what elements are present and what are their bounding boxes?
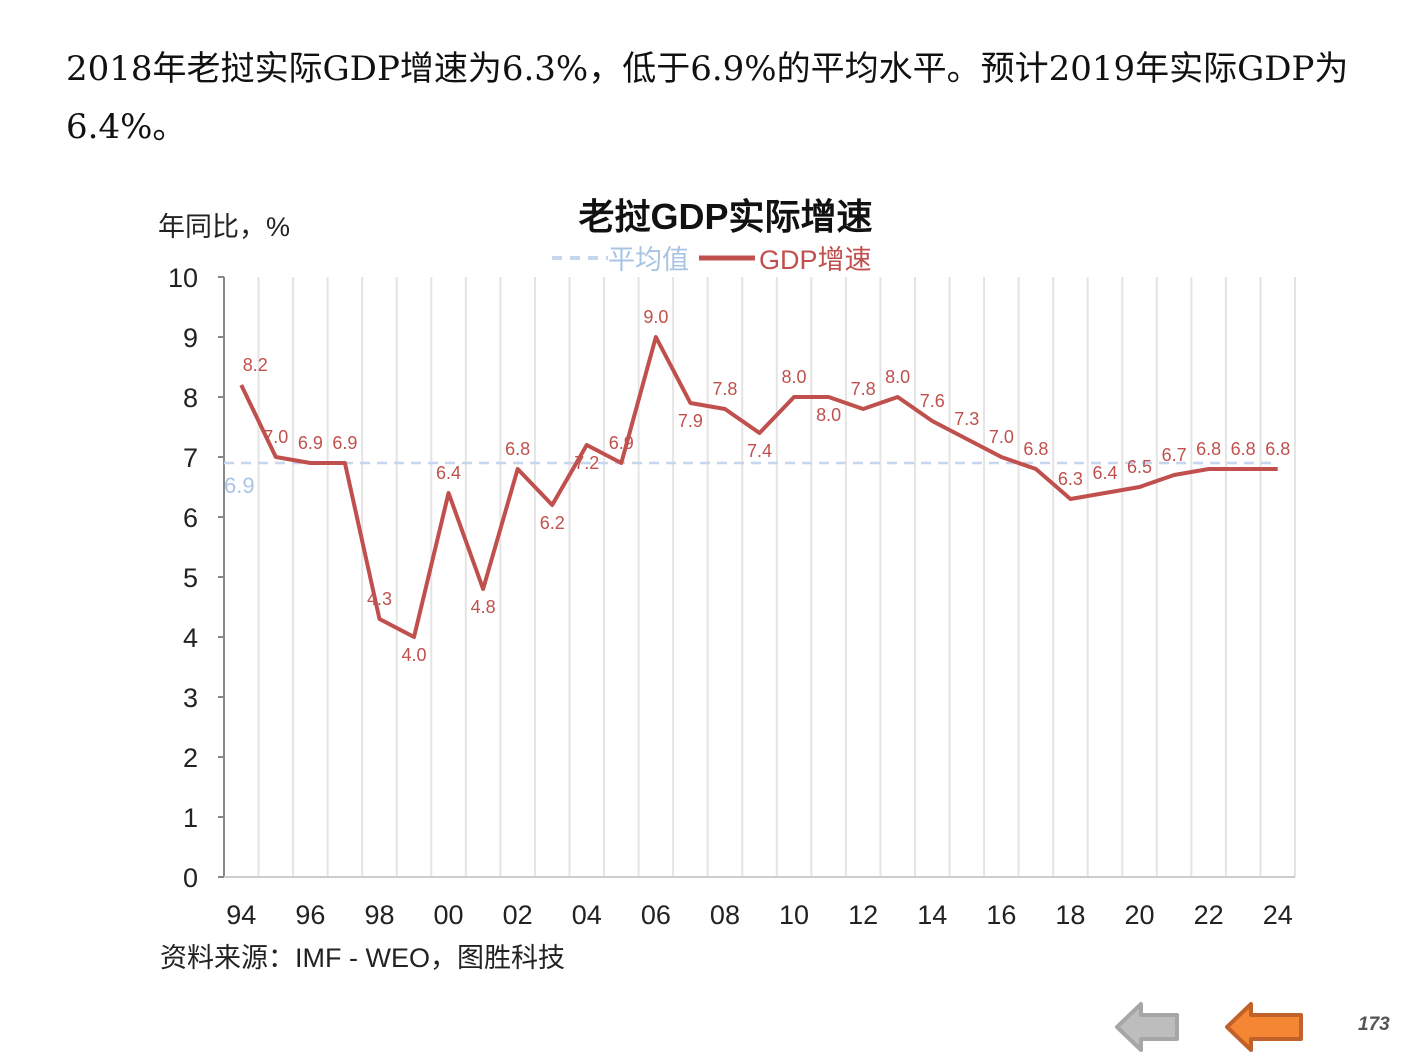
data-label: 9.0 <box>643 307 668 327</box>
legend: 平均值 GDP增速 <box>552 238 872 277</box>
data-label: 4.8 <box>471 597 496 617</box>
x-tick-label: 22 <box>1194 900 1224 930</box>
next-arrow-icon[interactable] <box>1223 998 1307 1056</box>
legend-gdp-label: GDP增速 <box>759 245 872 275</box>
y-tick-label: 7 <box>183 443 198 473</box>
x-tick-label: 12 <box>848 900 878 930</box>
x-tick-label: 96 <box>295 900 325 930</box>
page-number: 173 <box>1358 1014 1390 1035</box>
data-label: 4.0 <box>402 645 427 665</box>
data-label: 6.8 <box>1265 439 1290 459</box>
x-tick-label: 02 <box>503 900 533 930</box>
legend-avg-label: 平均值 <box>608 245 689 275</box>
y-tick-label: 0 <box>183 863 198 893</box>
legend-avg-swatch <box>552 255 608 260</box>
y-tick-label: 6 <box>183 503 198 533</box>
data-label: 6.9 <box>298 433 323 453</box>
x-tick-label: 04 <box>572 900 602 930</box>
y-axis-label: 年同比，% <box>158 212 291 242</box>
y-tick-label: 9 <box>183 323 198 353</box>
data-label: 7.6 <box>920 391 945 411</box>
data-label: 8.0 <box>885 367 910 387</box>
data-label: 8.2 <box>243 355 268 375</box>
x-tick-label: 20 <box>1125 900 1155 930</box>
data-label: 6.5 <box>1127 457 1152 477</box>
data-label: 7.3 <box>954 409 979 429</box>
data-label: 6.4 <box>1092 463 1117 483</box>
data-label: 6.8 <box>505 439 530 459</box>
x-tick-label: 16 <box>986 900 1016 930</box>
data-label: 6.8 <box>1196 439 1221 459</box>
data-label: 8.0 <box>816 405 841 425</box>
y-tick-label: 2 <box>183 743 198 773</box>
data-label: 7.2 <box>574 453 599 473</box>
data-label: 6.8 <box>1231 439 1256 459</box>
x-tick-label: 00 <box>434 900 464 930</box>
legend-gdp-swatch <box>699 255 755 260</box>
x-tick-label: 08 <box>710 900 740 930</box>
x-tick-label: 24 <box>1263 900 1293 930</box>
y-tick-label: 1 <box>183 803 198 833</box>
data-label: 6.8 <box>1023 439 1048 459</box>
data-label: 7.4 <box>747 441 772 461</box>
y-tick-label: 10 <box>168 263 198 293</box>
y-tick-label: 5 <box>183 563 198 593</box>
chart-title: 老挝GDP实际增速 <box>578 196 873 237</box>
gdp-line <box>239 335 1278 639</box>
prev-arrow-icon[interactable] <box>1113 998 1183 1056</box>
data-label: 6.7 <box>1162 445 1187 465</box>
x-tick-label: 18 <box>1055 900 1085 930</box>
data-label: 6.4 <box>436 463 461 483</box>
x-tick-label: 94 <box>226 900 256 930</box>
data-label: 7.0 <box>263 427 288 447</box>
data-label: 4.3 <box>367 589 392 609</box>
data-label: 6.9 <box>332 433 357 453</box>
x-tick-label: 98 <box>364 900 394 930</box>
headline: 2018年老挝实际GDP增速为6.3%，低于6.9%的平均水平。预计2019年实… <box>66 49 1349 147</box>
source-note: 资料来源：IMF - WEO，图胜科技 <box>160 943 565 973</box>
x-tick-label: 10 <box>779 900 809 930</box>
data-label: 8.0 <box>782 367 807 387</box>
data-label: 7.8 <box>712 379 737 399</box>
average-label: 6.9 <box>224 473 255 498</box>
data-label: 7.8 <box>851 379 876 399</box>
x-tick-label: 14 <box>917 900 947 930</box>
y-tick-label: 8 <box>183 383 198 413</box>
data-label: 6.9 <box>609 433 634 453</box>
y-tick-label: 4 <box>183 623 198 653</box>
x-tick-label: 06 <box>641 900 671 930</box>
data-label: 7.0 <box>989 427 1014 447</box>
y-tick-label: 3 <box>183 683 198 713</box>
data-label: 6.2 <box>540 513 565 533</box>
data-label: 6.3 <box>1058 469 1083 489</box>
data-label: 7.9 <box>678 411 703 431</box>
